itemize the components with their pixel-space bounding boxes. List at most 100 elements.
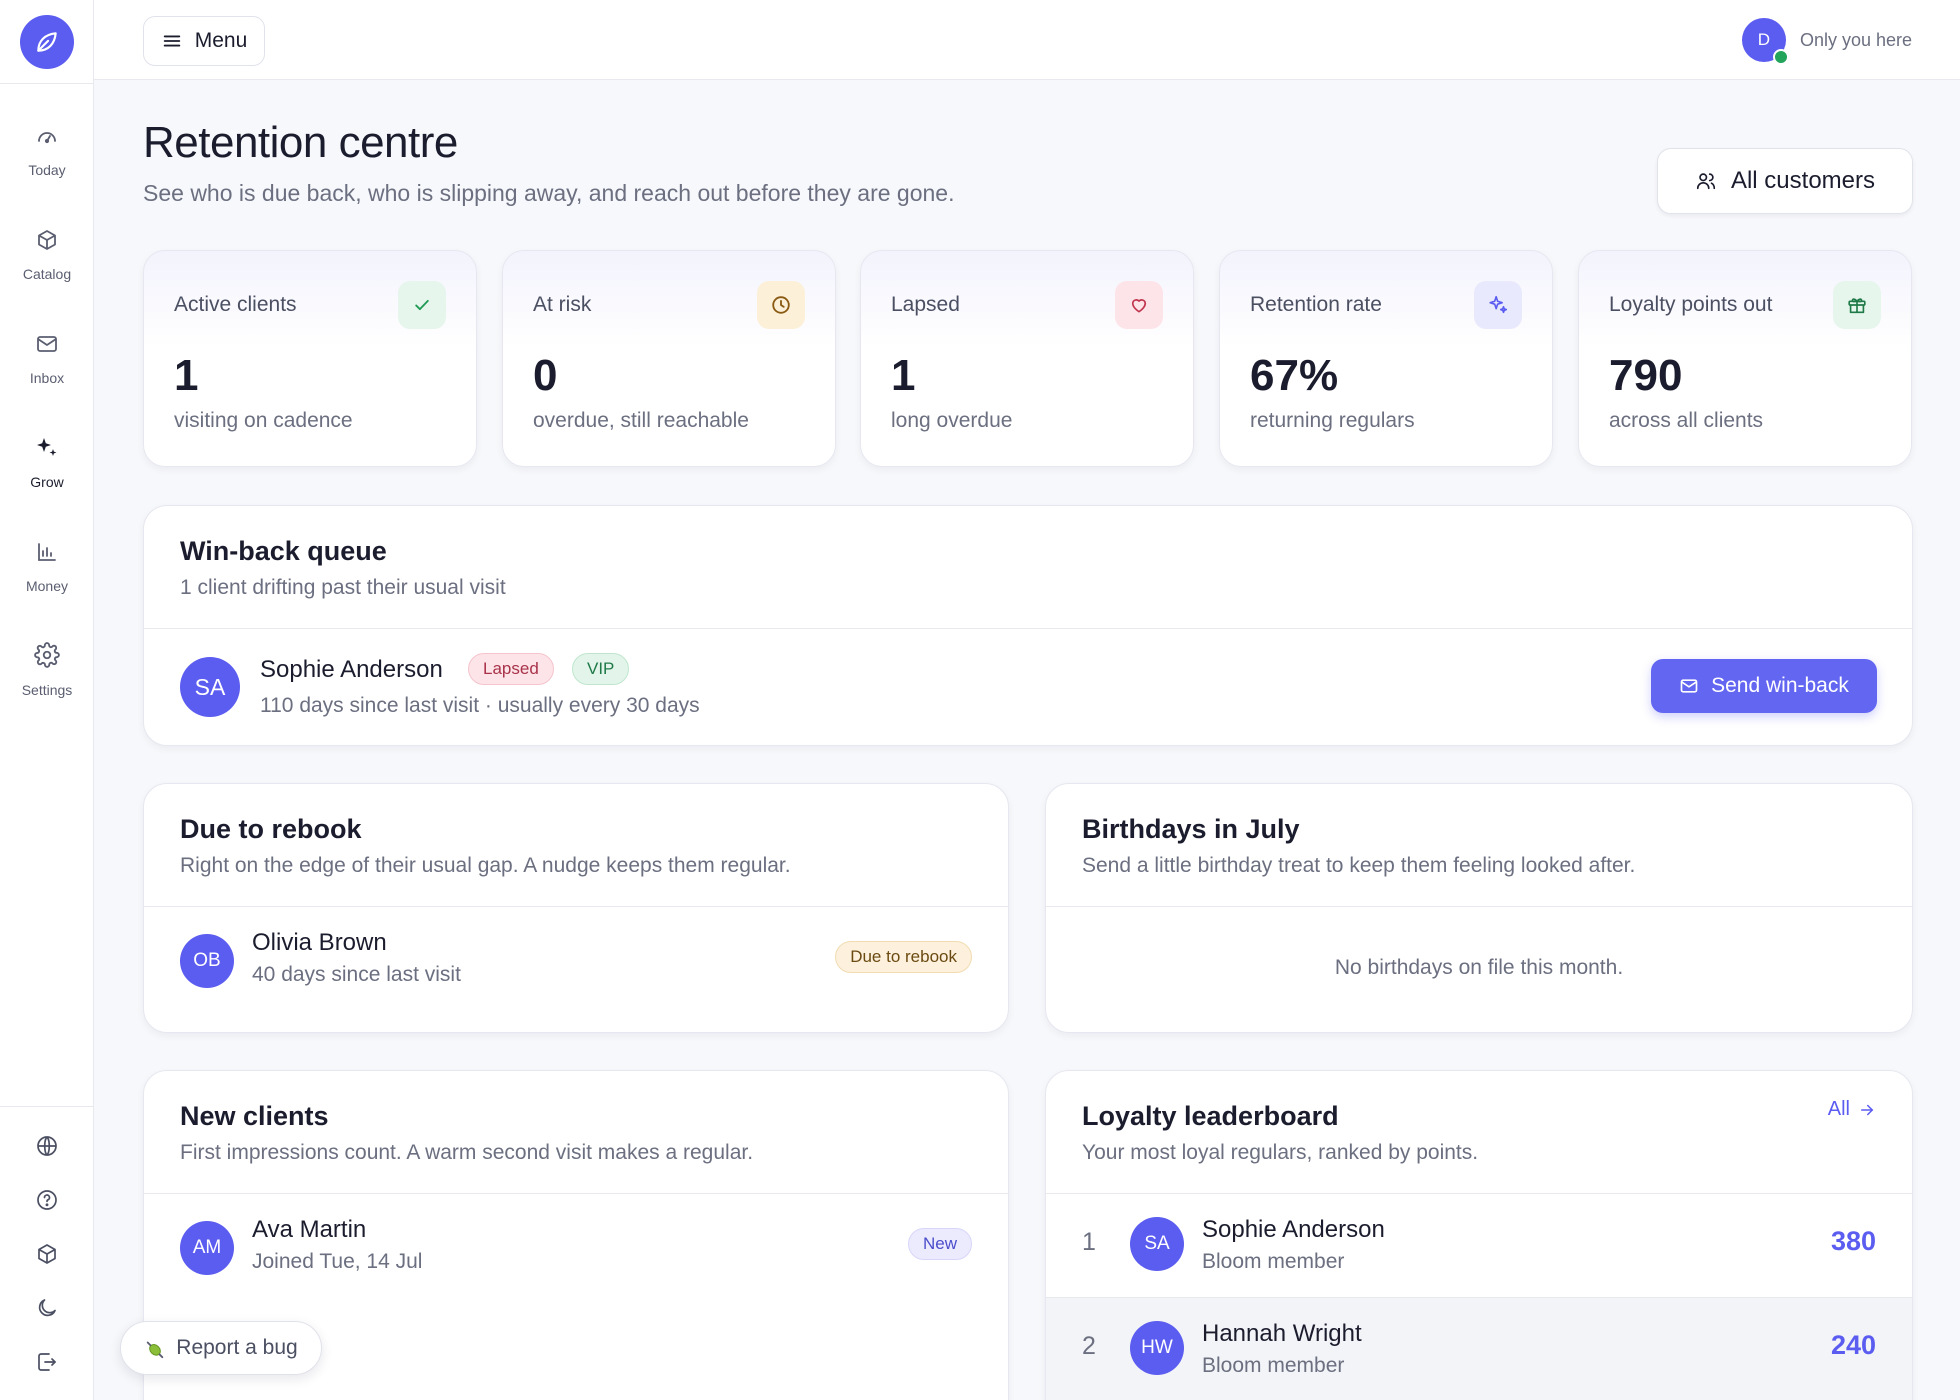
- sidebar-item-label: Settings: [21, 682, 73, 698]
- client-meta: 40 days since last visit: [252, 963, 461, 986]
- card-title: Due to rebook: [180, 814, 362, 844]
- sidebar-item-label: Catalog: [22, 266, 72, 282]
- sidebar-item-settings[interactable]: Settings: [0, 642, 94, 698]
- stat-value: 790: [1609, 351, 1683, 400]
- moon-icon[interactable]: [35, 1296, 59, 1320]
- sidebar-item-today[interactable]: Today: [0, 124, 94, 178]
- sidebar-item-grow[interactable]: Grow: [0, 436, 94, 490]
- card-title: New clients: [180, 1101, 329, 1131]
- sidebar-item-label: Inbox: [29, 370, 65, 386]
- divider: [144, 1193, 1008, 1194]
- bug-icon: [147, 1341, 164, 1359]
- report-bug-label: Report a bug: [176, 1336, 298, 1359]
- divider: [1046, 1193, 1912, 1194]
- sidebar-item-money[interactable]: Money: [0, 540, 94, 594]
- sparkles-icon: [1474, 281, 1522, 329]
- due-badge: Due to rebook: [835, 941, 972, 973]
- avatar: AM: [180, 1221, 234, 1275]
- online-status-dot: [1772, 49, 1789, 65]
- member-tier: Bloom member: [1202, 1250, 1345, 1273]
- stat-value: 0: [533, 351, 558, 400]
- clock-icon: [757, 281, 805, 329]
- mail-icon: [1680, 679, 1698, 693]
- member-tier: Bloom member: [1202, 1354, 1345, 1377]
- empty-state: No birthdays on file this month.: [1334, 956, 1624, 979]
- status-badge: Lapsed: [468, 653, 554, 685]
- avatar-initial: D: [1757, 30, 1771, 49]
- sidebar-item-label: Money: [25, 578, 69, 594]
- menu-label: Menu: [194, 29, 248, 52]
- menu-button[interactable]: Menu: [143, 16, 265, 66]
- client-name[interactable]: Sophie Anderson: [260, 656, 443, 683]
- view-all-label: All: [1827, 1098, 1850, 1120]
- rank: 2: [1082, 1332, 1096, 1360]
- hamburger-icon: [163, 35, 180, 47]
- leaderboard-row[interactable]: 1 SA Sophie Anderson Bloom member 380: [1046, 1194, 1912, 1297]
- divider: [1046, 906, 1912, 907]
- client-name[interactable]: Olivia Brown: [252, 929, 387, 956]
- globe-icon[interactable]: [35, 1134, 59, 1158]
- logo-area: [0, 0, 93, 84]
- sidebar-item-catalog[interactable]: Catalog: [0, 228, 94, 282]
- stat-note: returning regulars: [1250, 409, 1415, 432]
- all-customers-button[interactable]: All customers: [1657, 148, 1913, 214]
- card-subtitle: Your most loyal regulars, ranked by poin…: [1082, 1141, 1479, 1164]
- avatar: OB: [180, 934, 234, 988]
- presence-text: Only you here: [1799, 29, 1912, 50]
- sidebar-item-label: Today: [28, 162, 66, 178]
- send-win-back-label: Send win-back: [1711, 674, 1849, 697]
- leaf-logo-icon[interactable]: [19, 14, 74, 69]
- stat-card-loyalty-points: Loyalty points out 790 across all client…: [1578, 250, 1912, 467]
- points: 380: [1830, 1226, 1876, 1256]
- stat-label: Loyalty points out: [1609, 293, 1773, 316]
- help-icon[interactable]: [35, 1188, 59, 1212]
- report-bug-button[interactable]: Report a bug: [120, 1321, 322, 1375]
- stat-card-retention-rate: Retention rate 67% returning regulars: [1219, 250, 1553, 467]
- bar-chart-icon: [38, 543, 56, 561]
- card-subtitle: First impressions count. A warm second v…: [180, 1141, 754, 1164]
- points: 240: [1830, 1330, 1876, 1360]
- client-name[interactable]: Ava Martin: [252, 1216, 367, 1243]
- logout-icon[interactable]: [35, 1350, 59, 1374]
- stat-card-at-risk: At risk 0 overdue, still reachable: [502, 250, 836, 467]
- user-presence[interactable]: D Only you here: [1741, 18, 1912, 65]
- check-icon: [398, 281, 446, 329]
- divider: [144, 628, 1912, 629]
- leaderboard-row[interactable]: 2 HW Hannah Wright Bloom member 240: [1046, 1298, 1912, 1400]
- avatar[interactable]: D: [1741, 18, 1789, 65]
- birthdays-card: Birthdays in July Send a little birthday…: [1045, 783, 1913, 1033]
- loyalty-leaderboard-card: Loyalty leaderboard Your most loyal regu…: [1045, 1070, 1913, 1400]
- avatar: SA: [1130, 1217, 1184, 1271]
- vip-badge: VIP: [572, 653, 630, 685]
- gift-icon: [1833, 281, 1881, 329]
- mail-icon: [37, 336, 57, 352]
- card-title: Win-back queue: [180, 536, 387, 566]
- gauge-icon: [38, 132, 56, 144]
- sidebar-item-inbox[interactable]: Inbox: [0, 332, 94, 386]
- users-icon: [1696, 173, 1716, 190]
- arrow-right-icon: [1861, 1104, 1874, 1115]
- view-all-link[interactable]: All: [1828, 1098, 1876, 1121]
- stat-note: across all clients: [1609, 409, 1764, 432]
- send-win-back-button[interactable]: Send win-back: [1651, 659, 1877, 713]
- gear-icon: [34, 642, 60, 668]
- stat-value: 1: [891, 351, 916, 400]
- new-badge: New: [907, 1228, 972, 1260]
- stat-note: visiting on cadence: [174, 409, 353, 432]
- heart-icon: [1115, 281, 1163, 329]
- sidebar: Today Catalog Inbox Grow Money Settings: [0, 0, 94, 1400]
- stat-label: At risk: [533, 293, 592, 316]
- sidebar-item-label: Grow: [30, 474, 64, 490]
- stat-card-active-clients: Active clients 1 visiting on cadence: [143, 250, 477, 467]
- topbar: Menu D Only you here: [94, 0, 1960, 80]
- member-name: Sophie Anderson: [1202, 1216, 1385, 1243]
- sparkles-icon: [37, 438, 57, 456]
- divider: [1046, 1297, 1912, 1298]
- stat-label: Active clients: [174, 293, 297, 316]
- page-title: Retention centre: [143, 118, 458, 167]
- stat-value: 1: [174, 351, 199, 400]
- card-subtitle: Right on the edge of their usual gap. A …: [180, 854, 791, 877]
- all-customers-label: All customers: [1730, 167, 1876, 194]
- stat-label: Retention rate: [1250, 293, 1382, 316]
- box-icon[interactable]: [35, 1242, 59, 1266]
